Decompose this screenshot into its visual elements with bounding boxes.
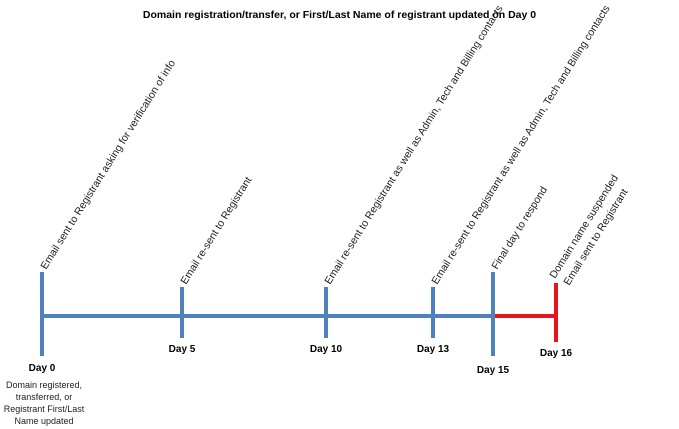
day-label: Day 15 (477, 365, 510, 376)
caption-line: transferred, or (15, 392, 73, 402)
event-note: Final day to respond (489, 184, 550, 271)
day-label: Day 0 (29, 363, 56, 374)
diagram-title: Domain registration/transfer, or First/L… (142, 9, 537, 21)
caption-line: Domain registered, (5, 380, 83, 390)
day-label: Day 13 (417, 344, 450, 355)
caption-line: Registrant First/Last (3, 404, 85, 414)
day-label: Day 10 (310, 344, 343, 355)
caption-line: Name updated (14, 416, 74, 426)
event-note: Email re-sent to Registrant (178, 175, 254, 287)
day-label: Day 16 (540, 348, 573, 359)
day-0-caption: Domain registered, transferred, or Regis… (0, 379, 88, 427)
event-note: Email sent to Registrant asking for veri… (38, 58, 178, 272)
day-label: Day 5 (169, 344, 196, 355)
event-note: Email re-sent to Registrant as well as A… (322, 3, 505, 286)
